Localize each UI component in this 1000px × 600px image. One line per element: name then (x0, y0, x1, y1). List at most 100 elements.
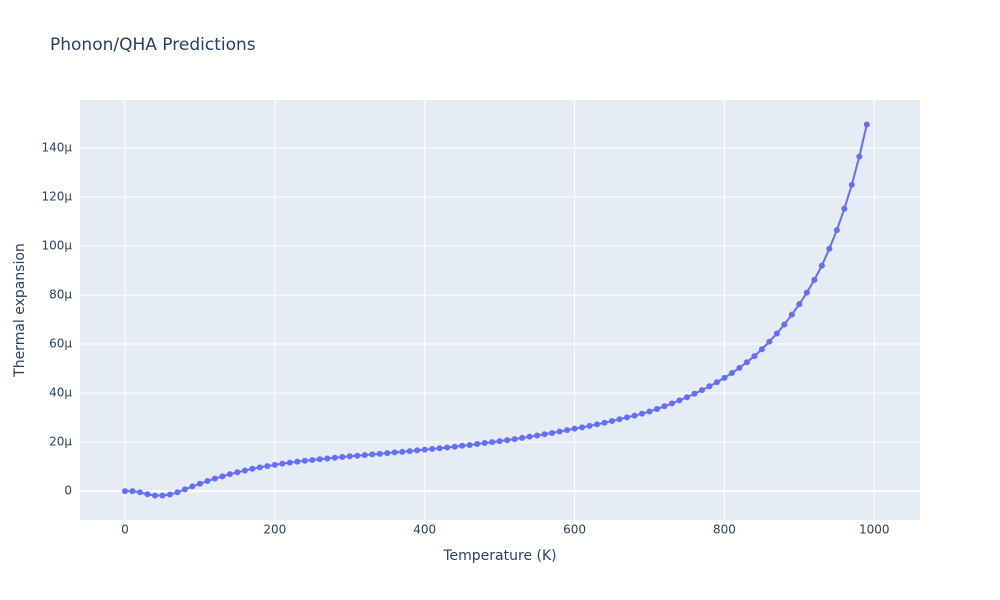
data-point (818, 262, 825, 269)
data-point (511, 436, 518, 443)
x-axis-title: Temperature (K) (442, 548, 556, 564)
data-point (181, 486, 188, 493)
data-point (264, 463, 271, 470)
data-point (721, 374, 728, 381)
x-tick-label: 600 (563, 523, 586, 537)
data-point (781, 321, 788, 328)
data-point (189, 483, 196, 490)
data-point (594, 421, 601, 428)
data-point (728, 369, 735, 376)
data-point (159, 492, 166, 499)
data-point (436, 445, 443, 452)
data-point (616, 416, 623, 423)
data-point (151, 492, 158, 499)
data-point (638, 410, 645, 417)
data-point (661, 403, 668, 410)
data-point (856, 153, 863, 160)
data-line (124, 124, 868, 497)
plot-area (80, 100, 920, 520)
data-point (399, 448, 406, 455)
data-point (301, 457, 308, 464)
data-point (496, 438, 503, 445)
data-point (676, 397, 683, 404)
data-point (466, 442, 473, 449)
y-tick-label: 120µ (41, 190, 72, 204)
data-point (429, 445, 436, 452)
data-point (444, 444, 451, 451)
data-point (601, 419, 608, 426)
y-axis-title: Thermal expansion (12, 243, 28, 378)
data-point (414, 447, 421, 454)
x-tick-label: 1000 (859, 523, 890, 537)
data-point (346, 453, 353, 460)
y-tick-label: 140µ (41, 141, 72, 155)
data-point (556, 428, 563, 435)
y-tick-label: 20µ (49, 435, 72, 449)
data-point (811, 276, 818, 283)
data-point (766, 338, 773, 345)
data-point (773, 330, 780, 337)
data-point (609, 418, 616, 425)
data-point (234, 469, 241, 476)
data-point (683, 394, 690, 401)
data-point (691, 390, 698, 397)
data-point (316, 456, 323, 463)
data-point (788, 311, 795, 318)
data-point (564, 427, 571, 434)
data-point (136, 489, 143, 496)
data-point (376, 450, 383, 457)
data-point (174, 489, 181, 496)
data-point (534, 432, 541, 439)
data-point (706, 383, 713, 390)
data-point (166, 491, 173, 498)
data-point (421, 446, 428, 453)
data-point (474, 441, 481, 448)
y-tick-label: 80µ (49, 288, 72, 302)
data-point (256, 464, 263, 471)
x-tick-label: 400 (413, 523, 436, 537)
y-tick-label: 40µ (49, 386, 72, 400)
data-point (796, 301, 803, 308)
data-point (459, 442, 466, 449)
data-point (226, 471, 233, 478)
data-point (646, 408, 653, 415)
data-point (668, 400, 675, 407)
data-point (736, 364, 743, 371)
data-point (211, 475, 218, 482)
data-point (121, 488, 128, 495)
data-point (384, 450, 391, 457)
data-point (196, 480, 203, 487)
data-point (286, 459, 293, 466)
data-point (391, 449, 398, 456)
data-point (204, 478, 211, 485)
x-tick-label: 200 (263, 523, 286, 537)
data-point (361, 452, 368, 459)
data-point (631, 412, 638, 419)
data-point (249, 465, 256, 472)
data-point (743, 359, 750, 366)
data-point (339, 454, 346, 461)
data-point (541, 431, 548, 438)
data-point (451, 443, 458, 450)
data-point (519, 434, 526, 441)
y-tick-label: 60µ (49, 337, 72, 351)
data-point (698, 387, 705, 394)
data-point (833, 227, 840, 234)
data-point (129, 488, 136, 495)
data-point (354, 452, 361, 459)
x-tick-label: 0 (121, 523, 129, 537)
data-point (758, 346, 765, 353)
data-point (504, 437, 511, 444)
x-tick-label: 800 (713, 523, 736, 537)
data-point (481, 440, 488, 447)
data-point (309, 456, 316, 463)
data-point (751, 353, 758, 360)
data-point (219, 473, 226, 480)
chart-title: Phonon/QHA Predictions (50, 35, 256, 55)
data-point (803, 289, 810, 296)
data-point (324, 455, 331, 462)
data-point (863, 121, 870, 128)
data-point (653, 405, 660, 412)
data-point (241, 467, 248, 474)
